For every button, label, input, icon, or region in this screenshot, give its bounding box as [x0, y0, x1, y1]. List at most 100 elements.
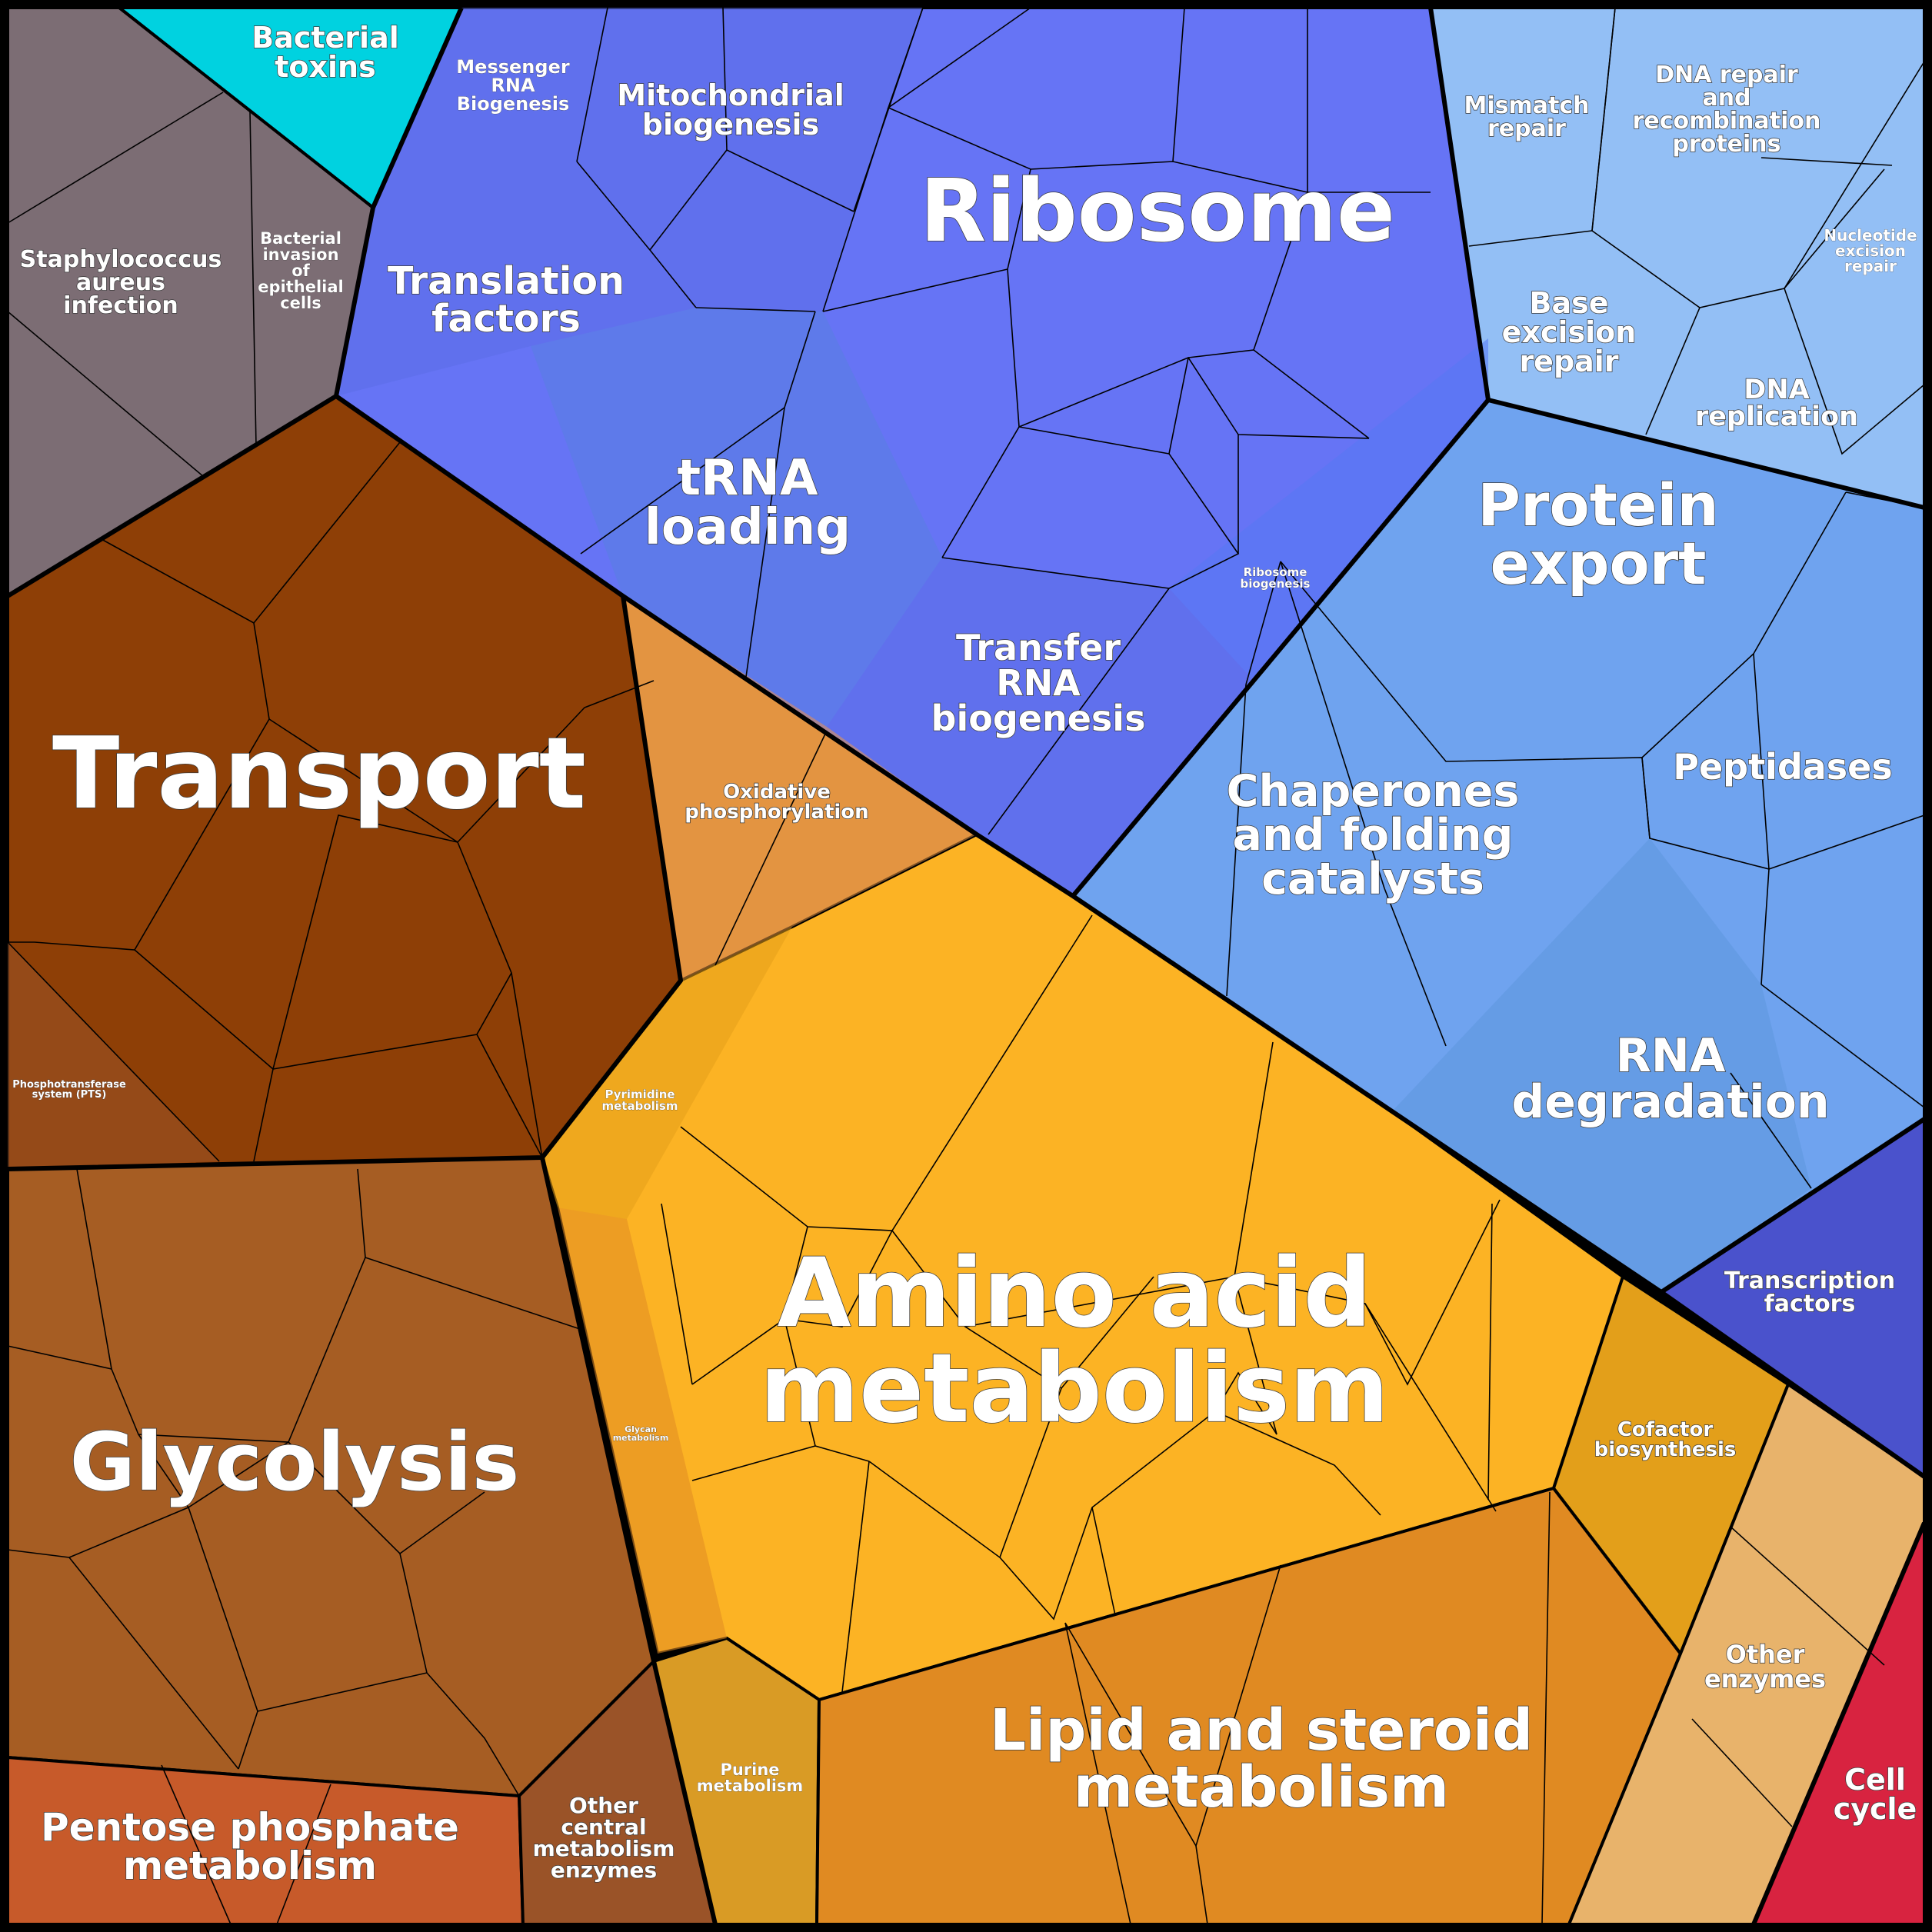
label-other-central-metabolism-line: enzymes [551, 1857, 657, 1883]
label-transport: Transport [52, 717, 586, 831]
label-purine-metabolism: Purine metabolism [697, 1760, 804, 1795]
label-glycolysis: Glycolysis [70, 1415, 520, 1509]
label-mismatch-repair-line: repair [1487, 115, 1566, 142]
label-pts-line: Phosphotransferase [12, 1079, 126, 1091]
label-translation-factors-line: Translation [388, 259, 625, 303]
label-trna-loading: tRNA loading [645, 450, 851, 556]
label-pyrimidine-metabolism: Pyrimidine metabolism [602, 1088, 678, 1113]
label-mitochondrial-biogenesis: Mitochondrial biogenesis [617, 78, 844, 142]
label-dna-replication: DNA replication [1695, 375, 1858, 432]
label-oxidative-phosphorylation: Oxidative phosphorylation [685, 781, 868, 824]
labels: Bacterial toxins Messenger RNA Biogenesis M… [12, 20, 1917, 1889]
label-bacterial-invasion-line: cells [280, 294, 321, 312]
label-bacterial-invasion-line: of [291, 261, 310, 280]
label-oxidative-phosphorylation-line: Oxidative [723, 781, 831, 804]
label-glycolysis-line: Glycolysis [70, 1415, 520, 1509]
label-pentose-phosphate-metabolism-line: metabolism [123, 1844, 377, 1888]
label-messenger-rna-biogenesis: Messenger RNA Biogenesis [456, 56, 570, 115]
label-other-enzymes-line: enzymes [1704, 1664, 1826, 1694]
label-rna-degradation: RNA degradation [1511, 1029, 1829, 1129]
label-nucleotide-excision-repair: Nucleotide excision repair [1824, 226, 1917, 275]
label-messenger-rna-biogenesis-line: Messenger [456, 56, 570, 78]
label-rna-degradation-line: RNA [1616, 1029, 1726, 1083]
label-chaperones: Chaperones and folding catalysts [1227, 766, 1520, 904]
label-transfer-rna-biogenesis-line: biogenesis [931, 698, 1146, 739]
label-cofactor-biosynthesis-line: biosynthesis [1594, 1438, 1737, 1461]
label-transfer-rna-biogenesis-line: RNA [996, 662, 1081, 704]
label-other-enzymes-line: Other [1726, 1640, 1805, 1669]
label-dna-repair-recombination-line: and [1702, 85, 1750, 112]
label-dna-repair-recombination-line: proteins [1672, 131, 1780, 158]
label-ribosome-biogenesis: Ribosome biogenesis [1241, 565, 1311, 591]
label-transfer-rna-biogenesis-line: Transfer [956, 627, 1121, 668]
label-messenger-rna-biogenesis-line: RNA [491, 75, 535, 96]
label-base-excision-repair-line: repair [1519, 345, 1618, 378]
label-trna-loading-line: tRNA [678, 450, 818, 507]
inner-cell-lines [7, 7, 1925, 1925]
label-transcription-factors-line: Transcription [1724, 1267, 1895, 1294]
label-ribosome: Ribosome [920, 162, 1395, 261]
label-other-central-metabolism: Other central metabolism enzymes [533, 1793, 675, 1883]
label-amino-acid-metabolism: Amino acid metabolism [760, 1238, 1389, 1444]
label-transcription-factors-line: factors [1764, 1291, 1856, 1317]
label-base-excision-repair: Base excision repair [1502, 286, 1637, 378]
label-other-central-metabolism-line: metabolism [533, 1836, 675, 1861]
label-ribosome-line: Ribosome [920, 162, 1395, 261]
label-cell-cycle-line: Cell [1844, 1763, 1906, 1797]
label-protein-export: Protein export [1477, 471, 1718, 598]
label-nucleotide-excision-repair-line: Nucleotide [1824, 226, 1917, 245]
label-oxidative-phosphorylation-line: phosphorylation [685, 801, 868, 824]
label-bacterial-invasion-line: invasion [262, 245, 338, 264]
label-other-enzymes: Other enzymes [1704, 1640, 1826, 1694]
label-dna-repair-recombination-line: DNA repair [1655, 62, 1798, 88]
label-purine-metabolism-line: metabolism [697, 1777, 804, 1795]
label-trna-loading-line: loading [645, 499, 851, 556]
label-bacterial-invasion: Bacterial invasion of epithelial cells [258, 229, 343, 312]
label-ribosome-biogenesis-line: biogenesis [1241, 577, 1311, 591]
label-glycan-metabolism-line: metabolism [613, 1433, 669, 1443]
label-nucleotide-excision-repair-line: excision [1835, 242, 1906, 260]
label-amino-acid-metabolism-line: metabolism [760, 1334, 1389, 1444]
label-cell-cycle-line: cycle [1834, 1792, 1917, 1826]
label-translation-factors: Translation factors [388, 259, 625, 341]
label-glycan-metabolism: Glycan metabolism [613, 1424, 669, 1443]
label-rna-degradation-line: degradation [1511, 1075, 1829, 1129]
label-pts: Phosphotransferase system (PTS) [12, 1079, 126, 1101]
label-pyrimidine-metabolism-line: Pyrimidine [605, 1088, 675, 1101]
label-chaperones-line: Chaperones [1227, 766, 1520, 817]
label-base-excision-repair-line: excision [1502, 315, 1637, 349]
label-peptidases-line: Peptidases [1673, 746, 1893, 788]
label-messenger-rna-biogenesis-line: Biogenesis [457, 93, 570, 115]
label-other-central-metabolism-line: Other [569, 1793, 638, 1818]
label-staphylococcus-line: aureus [76, 269, 165, 296]
label-lipid-steroid-metabolism-line: Lipid and steroid [990, 1697, 1533, 1764]
label-pts-line: system (PTS) [32, 1089, 107, 1101]
label-lipid-steroid-metabolism: Lipid and steroid metabolism [990, 1697, 1533, 1820]
label-staphylococcus-line: infection [63, 292, 178, 319]
label-mitochondrial-biogenesis-line: biogenesis [642, 108, 819, 142]
label-amino-acid-metabolism-line: Amino acid [778, 1238, 1372, 1349]
label-protein-export-line: Protein [1477, 471, 1718, 539]
label-dna-repair-recombination: DNA repair and recombination proteins [1633, 62, 1821, 158]
label-mismatch-repair: Mismatch repair [1464, 92, 1590, 142]
label-pentose-phosphate-metabolism-line: Pentose phosphate [41, 1805, 459, 1850]
label-staphylococcus: Staphylococcus aureus infection [20, 246, 222, 319]
label-transcription-factors: Transcription factors [1724, 1267, 1895, 1317]
label-bacterial-toxins-line: Bacterial [251, 21, 399, 55]
label-cofactor-biosynthesis-line: Cofactor [1617, 1418, 1714, 1441]
label-pentose-phosphate-metabolism: Pentose phosphate metabolism [41, 1805, 459, 1888]
label-ribosome-biogenesis-line: Ribosome [1244, 565, 1307, 579]
label-purine-metabolism-line: Purine [720, 1760, 779, 1779]
label-mismatch-repair-line: Mismatch [1464, 92, 1590, 119]
label-chaperones-line: catalysts [1261, 854, 1484, 904]
label-peptidases: Peptidases [1673, 746, 1893, 788]
label-base-excision-repair-line: Base [1530, 286, 1609, 320]
label-staphylococcus-line: Staphylococcus [20, 246, 222, 273]
label-nucleotide-excision-repair-line: repair [1844, 257, 1897, 275]
label-bacterial-invasion-line: epithelial [258, 278, 343, 296]
label-pyrimidine-metabolism-line: metabolism [602, 1099, 678, 1113]
label-transfer-rna-biogenesis: Transfer RNA biogenesis [931, 627, 1146, 739]
label-cofactor-biosynthesis: Cofactor biosynthesis [1594, 1418, 1737, 1461]
